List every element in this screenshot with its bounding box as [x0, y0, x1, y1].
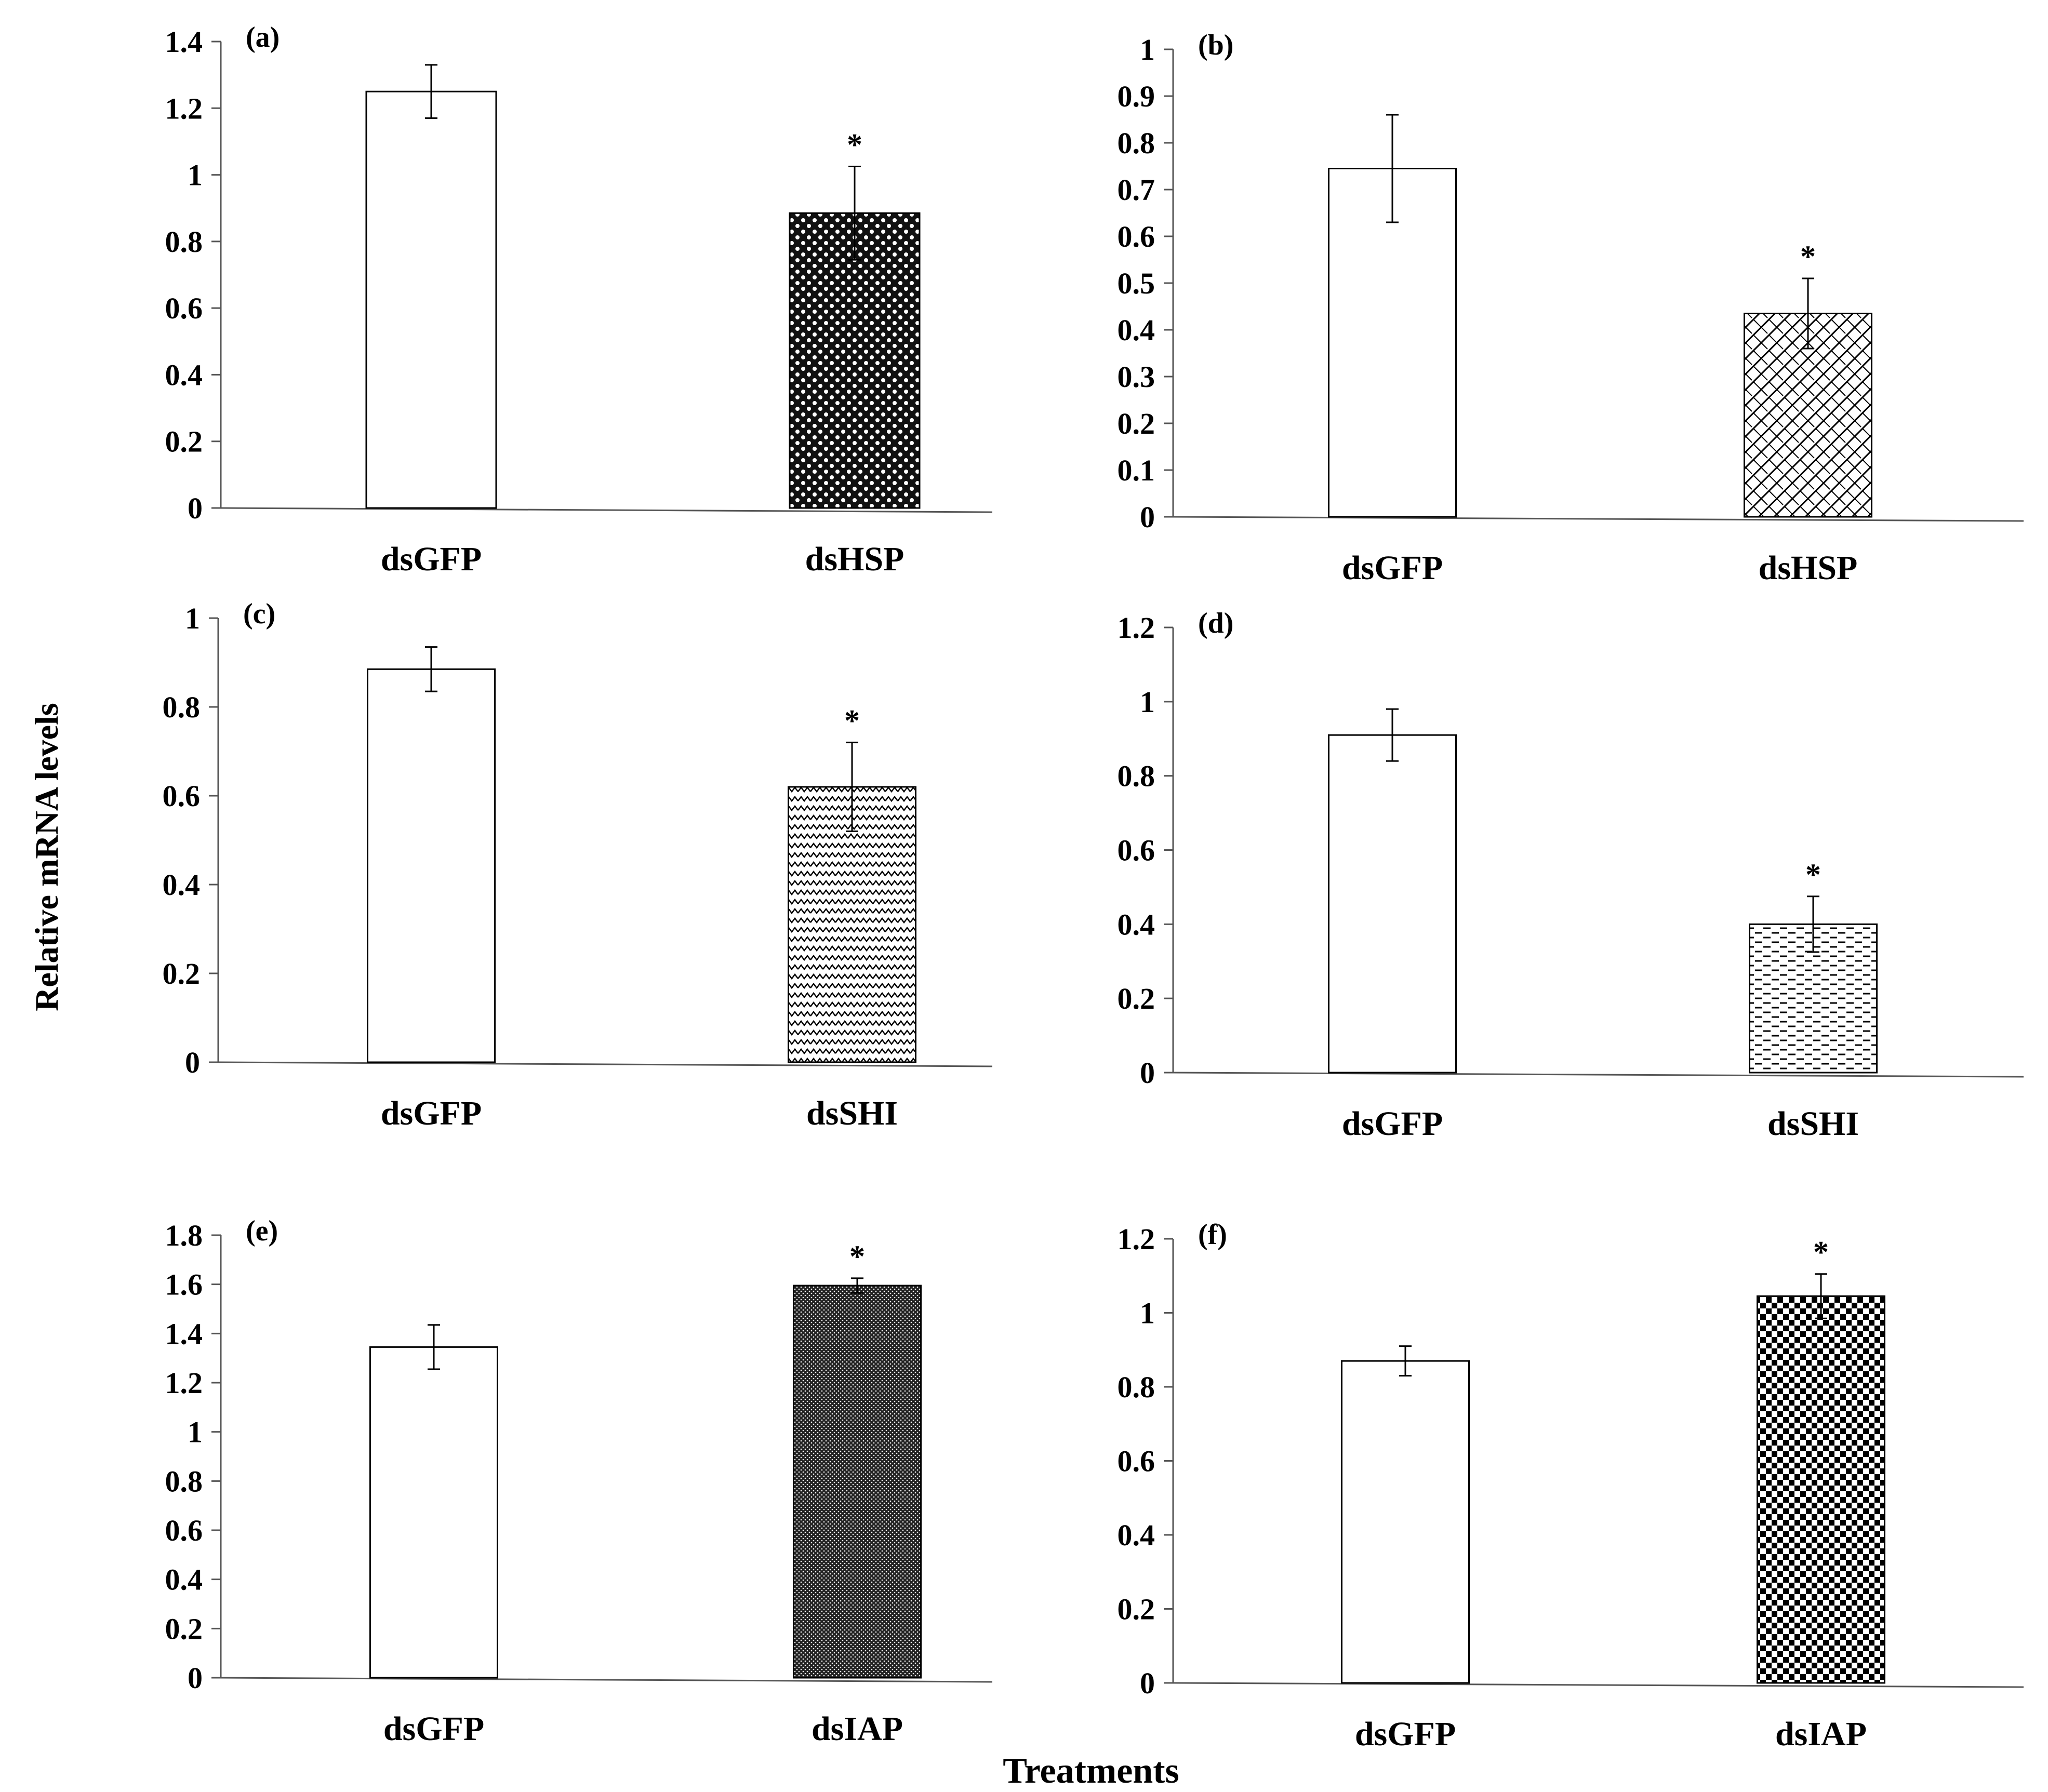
panel-1-y-tick-label: 0.2 — [165, 425, 203, 459]
y-axis-title: Relative mRNA levels — [28, 703, 65, 1011]
panel-1-bar-dsHSP — [789, 212, 921, 509]
panel-5-y-tick-label: 1.6 — [165, 1268, 203, 1302]
panel-3-category-label: dsGFP — [381, 1094, 482, 1132]
panel-3-y-tick-label: 0.4 — [163, 868, 201, 902]
panel-6-category-label: dsGFP — [1355, 1715, 1456, 1753]
panel-3-x-axis — [218, 1061, 993, 1067]
panel-6-significance-marker: * — [1813, 1235, 1829, 1269]
panel-1-y-tick-label: 1.2 — [165, 91, 203, 125]
panel-2-y-tick-label: 0.7 — [1118, 173, 1155, 207]
panel-4-y-tick-label: 0 — [1140, 1056, 1155, 1090]
panel-2-y-tick-label: 0.1 — [1118, 453, 1155, 487]
panel-4-y-tick-label: 0.8 — [1118, 759, 1155, 793]
panel-6-bar-dsGFP — [1341, 1360, 1470, 1684]
panel-6-y-tick-label: 1 — [1140, 1296, 1155, 1330]
panel-6-x-axis — [1173, 1682, 2024, 1688]
panel-1-y-tick-label: 1.4 — [165, 25, 203, 59]
panel-1-category-label: dsGFP — [381, 540, 482, 578]
panel-3-significance-marker: * — [844, 703, 860, 738]
panel-2-category-label: dsHSP — [1759, 549, 1858, 587]
panel-5-category-label: dsIAP — [812, 1710, 903, 1748]
panel-5-significance-marker: * — [849, 1239, 865, 1274]
x-axis-title: Treatments — [1003, 1751, 1179, 1791]
panel-5-bar-dsIAP — [793, 1285, 922, 1679]
panel-5-y-tick-label: 0.8 — [165, 1464, 203, 1498]
panel-3-label: (c) — [243, 598, 275, 630]
panel-4-y-tick-label: 0.4 — [1118, 907, 1155, 941]
panel-2-y-tick-label: 0.3 — [1118, 360, 1155, 394]
panel-5-y-tick-label: 0.4 — [165, 1563, 203, 1597]
panel-5-category-label: dsGFP — [383, 1710, 484, 1748]
panel-2-y-tick-label: 0.9 — [1118, 79, 1155, 113]
panel-4-y-tick-label: 0.2 — [1118, 982, 1155, 1015]
panel-2-significance-marker: * — [1800, 239, 1816, 274]
panel-5-y-tick-label: 1.8 — [165, 1219, 203, 1252]
panel-4-significance-marker: * — [1805, 858, 1821, 892]
panel-5-y-tick-label: 0.6 — [165, 1514, 203, 1547]
panel-4-y-tick-label: 1 — [1140, 685, 1155, 719]
panel-6-y-tick-label: 0.6 — [1118, 1445, 1155, 1478]
panel-6-y-tick-label: 0.4 — [1118, 1518, 1155, 1552]
panel-5-x-axis — [220, 1677, 993, 1683]
panel-1-y-tick-label: 0.6 — [165, 291, 203, 325]
panel-1-label: (a) — [246, 21, 280, 54]
panel-4-label: (d) — [1198, 607, 1233, 639]
panel-5-y-tick-label: 0 — [188, 1661, 203, 1695]
panel-1-y-tick-label: 0 — [188, 491, 203, 525]
panel-1-category-label: dsHSP — [805, 540, 905, 578]
panel-3-category-label: dsSHI — [806, 1094, 898, 1132]
panel-2-y-tick-label: 1 — [1140, 33, 1155, 66]
panel-6-category-label: dsIAP — [1775, 1715, 1867, 1753]
panel-3-y-tick-label: 0.6 — [163, 779, 201, 813]
panel-1-y-tick-label: 0.4 — [165, 358, 203, 392]
panel-4-bar-dsGFP — [1328, 734, 1457, 1074]
panel-2-y-tick-label: 0.5 — [1118, 266, 1155, 300]
panel-2-y-tick-label: 0.2 — [1118, 407, 1155, 440]
panel-3-y-tick-label: 0.2 — [163, 957, 201, 991]
panel-2-y-tick-label: 0.4 — [1118, 313, 1155, 347]
panel-5-label: (e) — [246, 1215, 278, 1247]
panel-5-y-tick-label: 1.2 — [165, 1366, 203, 1400]
panel-2-y-tick-label: 0.6 — [1118, 220, 1155, 253]
panel-4-y-tick-label: 0.6 — [1118, 834, 1155, 867]
panel-3-bar-dsSHI — [788, 786, 916, 1063]
panel-4-category-label: dsGFP — [1342, 1105, 1443, 1143]
panel-6-y-tick-label: 0 — [1140, 1666, 1155, 1700]
panel-2-bar-dsGFP — [1328, 168, 1457, 518]
y-axis-title-container: Relative mRNA levels — [5, 675, 88, 1039]
panel-6-y-tick-label: 1.2 — [1118, 1222, 1155, 1256]
panel-1-y-tick-label: 0.8 — [165, 225, 203, 259]
panel-1-bar-dsGFP — [365, 90, 497, 509]
panel-1-x-axis — [220, 507, 993, 513]
panel-6-y-tick-label: 0.2 — [1118, 1593, 1155, 1626]
panel-2-y-tick-label: 0.8 — [1118, 126, 1155, 160]
panel-2-y-tick-label: 0 — [1140, 500, 1155, 534]
panel-5-y-tick-label: 1.4 — [165, 1317, 203, 1350]
panel-3-y-tick-label: 0 — [185, 1046, 200, 1079]
panel-5-y-tick-label: 1 — [188, 1415, 203, 1449]
panel-6-y-tick-label: 0.8 — [1118, 1370, 1155, 1404]
panel-2-category-label: dsGFP — [1342, 549, 1443, 587]
panel-1-significance-marker: * — [847, 128, 862, 162]
panel-1-y-tick-label: 1 — [188, 158, 203, 192]
panel-4-y-tick-label: 1.2 — [1118, 611, 1155, 645]
panel-4-category-label: dsSHI — [1767, 1105, 1859, 1143]
panel-2-x-axis — [1173, 516, 2024, 522]
panel-6-label: (f) — [1198, 1219, 1227, 1251]
panel-2-label: (b) — [1198, 29, 1233, 61]
panel-3-y-tick-label: 0.8 — [163, 690, 201, 724]
panel-5-bar-dsGFP — [369, 1346, 498, 1679]
panel-3-bar-dsGFP — [367, 668, 496, 1063]
panel-6-bar-dsIAP — [1757, 1295, 1885, 1684]
panel-4-x-axis — [1173, 1072, 2024, 1078]
panel-3-y-tick-label: 1 — [185, 601, 200, 635]
panel-5-y-tick-label: 0.2 — [165, 1612, 203, 1646]
